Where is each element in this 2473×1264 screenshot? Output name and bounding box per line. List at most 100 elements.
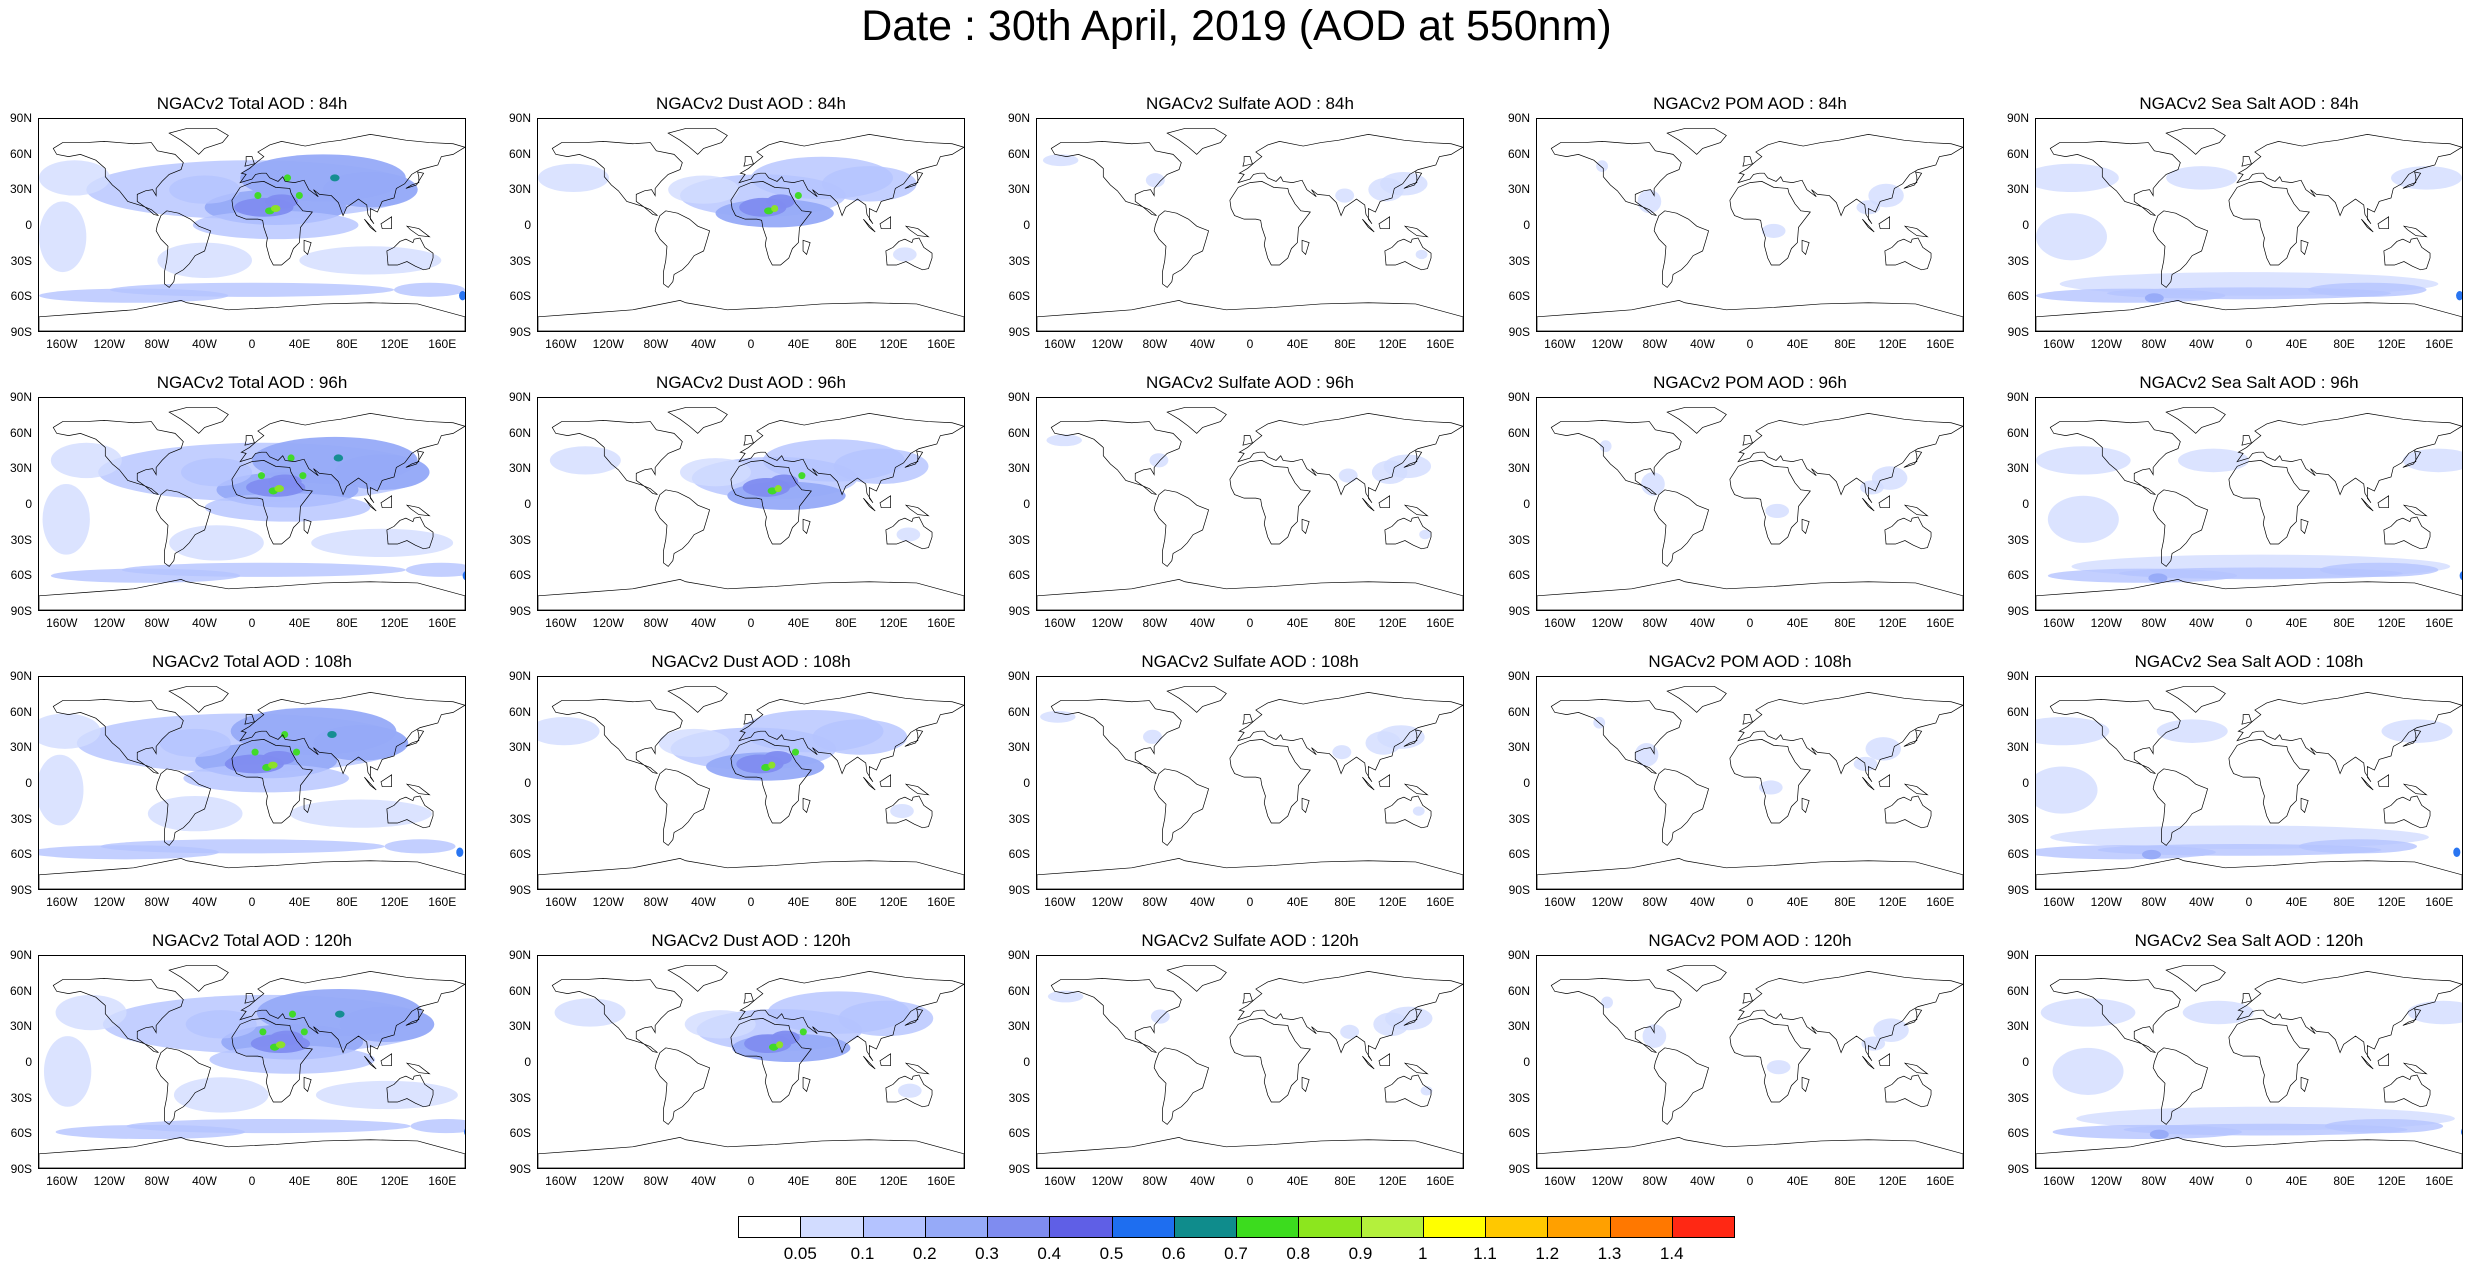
lat-tick-label: 60N bbox=[1507, 425, 1530, 440]
lat-tick-label: 90S bbox=[2007, 1162, 2029, 1176]
map-panel: NGACv2 Total AOD : 84h 90N 60N 30N 0 30S 60S 90… bbox=[10, 94, 466, 374]
lat-tick-label: 0 bbox=[524, 1055, 531, 1069]
aod-plume bbox=[684, 1010, 756, 1039]
aod-plume bbox=[798, 472, 806, 480]
lon-tick-label: 160W bbox=[2043, 1174, 2075, 1188]
aod-plume bbox=[327, 730, 337, 739]
aod-plume bbox=[55, 994, 127, 1031]
lat-tick-label: 60N bbox=[1007, 146, 1030, 161]
lat-tick-label: 30S bbox=[2007, 811, 2029, 826]
lon-tick-label: 120E bbox=[2377, 616, 2406, 630]
map-plot-area bbox=[537, 118, 965, 332]
lon-tick-label: 0 bbox=[747, 616, 755, 630]
lon-tick-label: 40W bbox=[2189, 1174, 2214, 1188]
coastline bbox=[2402, 783, 2428, 796]
aod-plume bbox=[794, 192, 802, 200]
lat-tick-label: 60S bbox=[1008, 289, 1030, 304]
lon-tick-label: 0 bbox=[747, 337, 755, 351]
lat-tick-label: 30S bbox=[2007, 1090, 2029, 1105]
colorbar-label: 0.3 bbox=[975, 1244, 999, 1263]
lon-tick-label: 0 bbox=[248, 337, 256, 351]
lon-tick-label: 160W bbox=[2043, 337, 2075, 351]
lat-tick-label: 30N bbox=[508, 182, 531, 197]
coastline bbox=[904, 450, 924, 468]
coastline bbox=[2241, 714, 2252, 725]
aod-plume bbox=[126, 1119, 411, 1134]
lon-tick-label: 40E bbox=[1286, 616, 1309, 630]
panel-title: NGACv2 Dust AOD : 108h bbox=[651, 652, 851, 671]
coastline bbox=[1362, 776, 1375, 791]
coastline bbox=[1403, 1008, 1423, 1026]
coastline bbox=[1653, 489, 1710, 567]
coastline bbox=[538, 1137, 964, 1168]
map-plot-area bbox=[1536, 676, 1964, 890]
coastline bbox=[405, 783, 431, 796]
coastline bbox=[244, 156, 255, 167]
aod-plume bbox=[2456, 290, 2462, 301]
coastline bbox=[879, 216, 891, 229]
coastline bbox=[2165, 407, 2226, 434]
coastline bbox=[2228, 460, 2310, 545]
map-panel: NGACv2 Sulfate AOD : 108h 90N 60N 30N 0 30S 60… bbox=[1008, 652, 1464, 932]
coastline bbox=[52, 699, 184, 774]
coastline bbox=[1537, 858, 1963, 889]
lon-tick-label: 40W bbox=[192, 616, 217, 630]
lon-tick-label: 80E bbox=[336, 616, 358, 630]
lon-tick-label: 80W bbox=[1142, 1174, 1168, 1188]
coastline bbox=[2049, 978, 2181, 1053]
aod-plume bbox=[1596, 160, 1608, 172]
aod-map bbox=[538, 407, 964, 610]
coastline bbox=[1884, 795, 1932, 829]
coastline bbox=[155, 210, 212, 288]
lat-tick-label: 60S bbox=[2007, 1126, 2029, 1141]
aod-plume bbox=[42, 483, 90, 555]
coastline bbox=[2241, 435, 2252, 446]
lat-tick-label: 30S bbox=[509, 532, 531, 547]
lat-tick-label: 90S bbox=[10, 604, 32, 618]
aod-plume bbox=[768, 761, 776, 769]
map-panel: NGACv2 Sulfate AOD : 120h 90N 60N 30N 0 30S 60… bbox=[1008, 931, 1464, 1211]
coastline bbox=[802, 518, 811, 535]
panel-title: NGACv2 Sulfate AOD : 84h bbox=[1146, 94, 1354, 113]
lat-tick-label: 0 bbox=[1523, 1055, 1530, 1069]
coastline bbox=[1403, 225, 1429, 238]
lon-tick-label: 40E bbox=[288, 1174, 311, 1188]
lon-tick-label: 80E bbox=[2333, 895, 2355, 909]
lon-tick-label: 120E bbox=[1878, 1174, 1907, 1188]
lon-tick-label: 120W bbox=[1591, 895, 1623, 909]
lat-tick-label: 90S bbox=[10, 1162, 32, 1176]
lat-tick-label: 60N bbox=[2006, 146, 2029, 161]
lon-tick-label: 160E bbox=[428, 616, 457, 630]
lon-tick-label: 120E bbox=[380, 895, 409, 909]
lon-tick-label: 80E bbox=[2333, 1174, 2355, 1188]
coastline bbox=[405, 225, 431, 238]
aod-map bbox=[538, 686, 964, 889]
coastline bbox=[863, 497, 876, 512]
coastline bbox=[231, 739, 313, 824]
map-panel: NGACv2 Sea Salt AOD : 108h 90N 60N 30N 0 30S 6… bbox=[2007, 652, 2463, 932]
coastline bbox=[1301, 518, 1310, 535]
lon-tick-label: 80W bbox=[2141, 895, 2167, 909]
aod-plume bbox=[2182, 1000, 2254, 1025]
lon-tick-label: 0 bbox=[248, 895, 256, 909]
lon-tick-label: 160E bbox=[2425, 337, 2454, 351]
coastline bbox=[1729, 460, 1811, 545]
lon-tick-label: 160E bbox=[1926, 337, 1955, 351]
coastline bbox=[1550, 699, 1682, 774]
aod-plume bbox=[313, 725, 409, 761]
coastline bbox=[1737, 134, 1963, 225]
lon-tick-label: 120W bbox=[93, 337, 125, 351]
coastline bbox=[904, 225, 930, 238]
coastline bbox=[1378, 1053, 1390, 1066]
aod-map bbox=[2036, 686, 2462, 889]
coastline bbox=[1378, 495, 1390, 508]
lon-tick-label: 160W bbox=[1044, 616, 1076, 630]
lat-tick-label: 0 bbox=[1023, 218, 1030, 232]
coastline bbox=[1301, 797, 1310, 814]
aod-plume bbox=[311, 528, 454, 557]
coastline bbox=[1878, 495, 1890, 508]
coastline bbox=[1403, 783, 1429, 796]
coastline bbox=[2241, 993, 2252, 1004]
coastline bbox=[1153, 210, 1210, 288]
panel-title: NGACv2 POM AOD : 96h bbox=[1653, 373, 1847, 392]
